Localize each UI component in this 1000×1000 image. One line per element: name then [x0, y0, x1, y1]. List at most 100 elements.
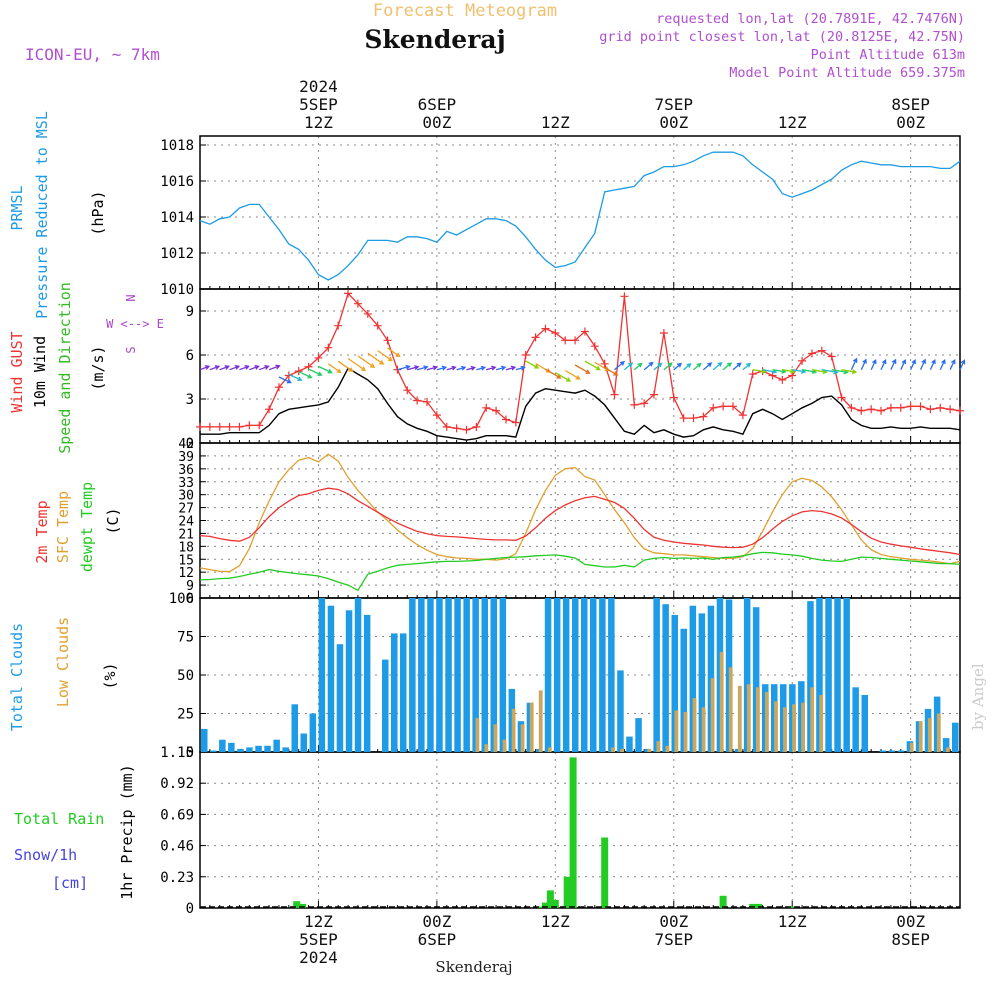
- low-cloud-bar: [475, 718, 480, 752]
- gust-marker: [877, 406, 886, 415]
- wind-direction-arrow: [653, 362, 663, 371]
- wind-direction-arrow: [545, 368, 562, 379]
- low-cloud-bar: [783, 707, 787, 752]
- wind-direction-arrow: [702, 362, 713, 371]
- dewpt-label: dewpt Temp: [78, 482, 96, 572]
- y-tick-label: 21: [178, 527, 194, 542]
- gust-marker: [728, 402, 737, 411]
- wind-direction-arrow: [663, 362, 673, 371]
- total-cloud-bar: [354, 598, 362, 752]
- gust-marker: [482, 403, 491, 412]
- low-cloud-bar: [927, 718, 932, 752]
- wind-direction-arrow: [732, 362, 742, 371]
- wind-direction-arrow: [959, 359, 966, 370]
- time-label-bottom: 12Z: [304, 912, 333, 931]
- rain-bar: [542, 902, 549, 908]
- gust-marker: [817, 346, 826, 355]
- wind-direction-arrow: [683, 363, 692, 371]
- gust-marker: [827, 352, 836, 361]
- total-cloud-bar: [228, 742, 235, 752]
- total-cloud-bar: [662, 604, 669, 752]
- gust-marker: [669, 393, 678, 402]
- total-cloud-bar: [454, 598, 461, 752]
- gust-marker: [956, 406, 964, 415]
- snow-unit-label: [cm]: [52, 874, 88, 892]
- panel-frame: [199, 751, 961, 909]
- rain-bar: [551, 899, 559, 908]
- wind-direction-arrow: [564, 369, 581, 380]
- low-cloud-bar: [719, 651, 724, 752]
- total-cloud-bar: [427, 598, 434, 752]
- y-tick-label: 0: [186, 745, 194, 761]
- gust-marker: [857, 406, 866, 415]
- total-cloud-bar: [572, 598, 579, 752]
- wind-direction-arrow: [249, 365, 260, 371]
- low-cloud-bar: [737, 685, 742, 752]
- time-label-bottom: 00Z: [422, 912, 451, 931]
- rain-bar: [299, 903, 307, 908]
- time-label-top: 00Z: [659, 113, 688, 132]
- gust-marker: [837, 393, 846, 402]
- low-cloud-bar: [674, 710, 679, 752]
- temp-unit: (C): [104, 507, 122, 534]
- wind-direction-arrow: [505, 365, 517, 371]
- time-label-top: 6SEP: [418, 95, 457, 114]
- total-cloud-bar: [363, 614, 371, 752]
- gust-marker: [462, 425, 471, 434]
- panel-0: 1010 1012 1014 1016 1018: [160, 135, 961, 298]
- total-cloud-bar: [553, 598, 561, 752]
- gust-marker: [541, 324, 550, 333]
- model-label: ICON-EU, ~ 7km: [25, 45, 160, 64]
- gust-marker: [580, 327, 589, 336]
- wind-unit: (m/s): [89, 345, 107, 390]
- low-cloud-bar: [792, 704, 796, 752]
- time-label-bottom: 5SEP: [299, 930, 338, 949]
- y-tick-label: 100: [169, 591, 194, 607]
- gust-marker: [196, 422, 204, 431]
- total-cloud-bar: [463, 598, 470, 752]
- gust-marker: [442, 422, 451, 431]
- wind-direction-arrow: [229, 365, 241, 371]
- wind-direction-arrow: [929, 358, 936, 370]
- time-label-top: 00Z: [422, 113, 451, 132]
- low-cloud-bar: [728, 667, 733, 752]
- low-cloud-bar: [511, 708, 516, 752]
- gust-marker: [561, 336, 570, 345]
- y-tick-label: 0: [186, 901, 194, 917]
- wind-direction-arrow: [890, 358, 897, 370]
- wind-direction-arrow: [614, 360, 625, 371]
- total-cloud-bar: [879, 750, 887, 752]
- total-cloud-bar: [752, 607, 760, 752]
- gust-marker: [363, 309, 372, 318]
- wind-direction-arrow: [910, 358, 916, 370]
- gust-marker: [452, 424, 461, 433]
- total-cloud-bar: [834, 598, 841, 752]
- gust-marker: [719, 402, 728, 411]
- wind-direction-arrow: [219, 365, 230, 371]
- gust-marker: [926, 405, 935, 414]
- gust-marker: [344, 289, 353, 298]
- gust-marker: [571, 336, 580, 345]
- total-cloud-bar: [952, 722, 959, 752]
- time-label-bottom: 00Z: [659, 912, 688, 931]
- rain-bar: [569, 757, 577, 908]
- gust-marker: [867, 405, 876, 414]
- y-tick-label: 27: [178, 502, 194, 517]
- low-cloud-bar: [819, 695, 824, 752]
- gust-marker: [590, 342, 599, 351]
- total-cloud-bar: [816, 598, 823, 752]
- wind-direction-arrow: [357, 355, 376, 368]
- gust-marker: [492, 406, 501, 415]
- total-cloud-bar: [246, 747, 253, 752]
- gust-marker: [659, 329, 668, 337]
- low-cloud-bar: [656, 741, 661, 752]
- wind-direction-arrow: [939, 358, 946, 370]
- y-tick-label: 25: [177, 707, 194, 723]
- wind-direction-arrow: [377, 350, 393, 362]
- gust-marker: [738, 411, 747, 420]
- y-tick-label: 6: [186, 592, 194, 607]
- low-cloud-bar: [647, 748, 652, 752]
- gust-label: Wind GUST: [8, 331, 26, 412]
- gust-marker: [650, 390, 659, 399]
